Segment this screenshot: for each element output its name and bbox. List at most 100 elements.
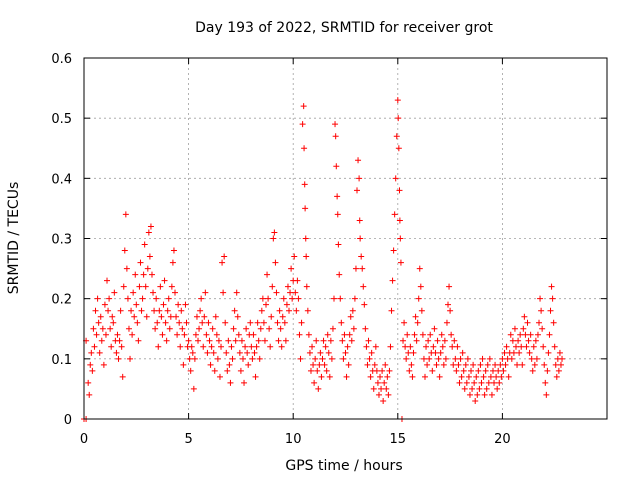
gridlines <box>84 58 607 419</box>
data-point <box>157 283 164 290</box>
data-point <box>284 283 291 290</box>
data-point <box>401 319 408 326</box>
data-point <box>183 319 190 326</box>
data-point <box>218 343 225 350</box>
data-point <box>324 331 331 338</box>
data-point <box>391 211 398 218</box>
data-point <box>197 307 204 314</box>
data-point <box>367 373 374 380</box>
data-point <box>459 349 466 356</box>
data-point <box>321 361 328 368</box>
data-point <box>257 325 264 332</box>
y-tick-label: 0.1 <box>51 353 72 368</box>
data-point <box>153 295 160 302</box>
data-point <box>482 367 489 374</box>
data-point <box>303 253 310 260</box>
data-point <box>512 343 519 350</box>
data-point <box>419 331 426 338</box>
data-point <box>309 343 316 350</box>
data-point <box>91 343 98 350</box>
data-point <box>509 337 516 344</box>
data-point <box>537 295 544 302</box>
data-point <box>519 361 526 368</box>
data-point <box>349 307 356 314</box>
data-point <box>212 313 219 320</box>
data-point <box>168 283 175 290</box>
data-point <box>165 295 172 302</box>
data-point <box>466 391 473 398</box>
data-point <box>555 367 562 374</box>
data-point <box>281 319 288 326</box>
data-point <box>208 343 215 350</box>
data-point <box>254 319 261 326</box>
data-point <box>203 331 210 338</box>
data-point <box>358 253 365 260</box>
data-point <box>92 307 99 314</box>
data-point <box>381 379 388 386</box>
data-point <box>533 355 540 362</box>
data-point <box>277 325 284 332</box>
data-point <box>148 271 155 278</box>
data-point <box>159 331 166 338</box>
data-point <box>147 223 154 230</box>
data-points <box>81 97 566 422</box>
data-point <box>104 277 111 284</box>
data-point <box>282 337 289 344</box>
data-point <box>493 373 500 380</box>
data-point <box>241 379 248 386</box>
data-point <box>371 361 378 368</box>
data-point <box>278 343 285 350</box>
data-point <box>452 355 459 362</box>
data-point <box>395 145 402 152</box>
data-point <box>315 385 322 392</box>
y-tick-label: 0 <box>64 413 72 428</box>
data-point <box>347 313 354 320</box>
y-tick-label: 0.3 <box>51 233 72 248</box>
data-point <box>424 361 431 368</box>
data-point <box>410 349 417 356</box>
data-point <box>327 337 334 344</box>
data-point <box>180 361 187 368</box>
data-point <box>265 295 272 302</box>
data-point <box>190 385 197 392</box>
data-point <box>334 193 341 200</box>
data-point <box>375 391 382 398</box>
data-point <box>301 181 308 188</box>
data-point <box>332 121 339 128</box>
data-point <box>383 385 390 392</box>
data-point <box>316 361 323 368</box>
data-point <box>134 319 141 326</box>
data-point <box>252 373 259 380</box>
data-point <box>226 361 233 368</box>
data-point <box>140 271 147 278</box>
data-point <box>267 343 274 350</box>
data-point <box>456 379 463 386</box>
data-point <box>251 349 258 356</box>
data-point <box>538 307 545 314</box>
data-point <box>342 349 349 356</box>
data-point <box>475 367 482 374</box>
data-point <box>500 367 507 374</box>
data-point <box>523 343 530 350</box>
data-point <box>517 331 524 338</box>
data-point <box>319 355 326 362</box>
data-point <box>271 229 278 236</box>
data-point <box>483 385 490 392</box>
data-point <box>230 325 237 332</box>
data-point <box>272 259 279 266</box>
data-point <box>396 187 403 194</box>
data-point <box>411 331 418 338</box>
data-point <box>329 325 336 332</box>
data-point <box>210 349 217 356</box>
data-point <box>445 301 452 308</box>
data-point <box>491 379 498 386</box>
data-point <box>497 361 504 368</box>
data-point <box>515 337 522 344</box>
data-point <box>162 319 169 326</box>
data-point <box>138 307 145 314</box>
data-point <box>429 367 436 374</box>
data-point <box>106 295 113 302</box>
data-point <box>392 175 399 182</box>
data-point <box>423 343 430 350</box>
data-point <box>211 367 218 374</box>
